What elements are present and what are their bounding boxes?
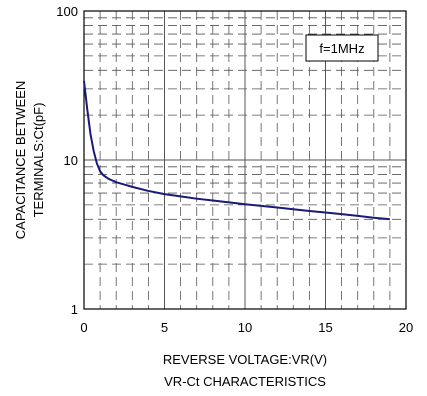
y-tick-label: 10 [64, 153, 78, 168]
x-tick-label: 10 [238, 320, 252, 335]
series-line [83, 80, 390, 221]
y-axis-label-line2: TERMINALS:Ct(pF) [31, 103, 46, 218]
x-tick-label: 5 [161, 320, 168, 335]
chart-title: VR-Ct CHARACTERISTICS [164, 374, 326, 389]
y-tick-label: 1 [71, 302, 78, 317]
frequency-annotation: f=1MHz [319, 41, 364, 56]
y-tick-labels: 1 10 100 [56, 4, 78, 317]
x-tick-label: 0 [80, 320, 87, 335]
x-tick-labels: 0 5 10 15 20 [80, 320, 413, 335]
y-axis-label-line1: CAPACITANCE BETWEEN [13, 81, 28, 239]
x-tick-label: 20 [399, 320, 413, 335]
frequency-annotation-box [305, 34, 379, 62]
x-axis-label: REVERSE VOLTAGE:VR(V) [163, 352, 327, 367]
plot-frame [83, 10, 407, 310]
x-tick-label: 15 [318, 320, 332, 335]
y-tick-label: 100 [56, 4, 78, 19]
